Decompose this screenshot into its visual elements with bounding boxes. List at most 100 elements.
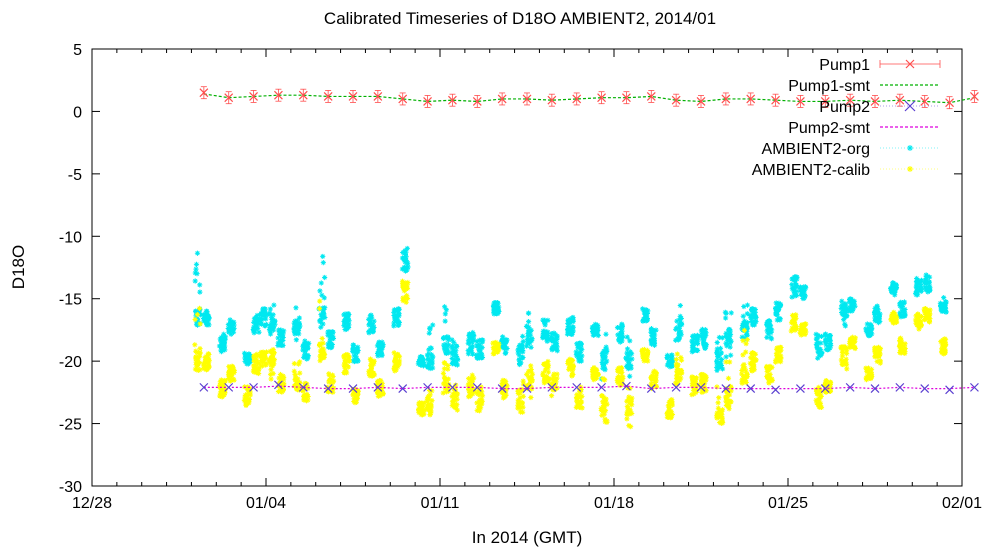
pump2-point [572,382,582,392]
ambient2-org-point [913,292,919,298]
ambient2-org-point [443,350,449,357]
ambient2-calib-point [467,393,473,399]
ambient2-calib-point [478,397,484,403]
ambient2-org-point [619,338,625,344]
ambient2-org-point [476,346,482,352]
pump2-point [522,384,532,394]
ambient2-org-point [653,327,659,333]
ambient2-calib-point [230,364,236,371]
ambient2-org-point [415,361,421,367]
ambient2-calib-point [202,355,208,361]
ambient2-calib-point [205,351,211,357]
ambient2-calib-point [628,398,634,404]
ambient2-org-point [219,336,225,342]
ambient2-calib-point [915,311,921,317]
ambient2-calib-point [752,358,759,364]
ambient2-calib-point [719,407,726,413]
ambient2-calib-point [227,378,233,384]
ambient2-org-point [698,333,704,339]
ambient2-calib-point [816,396,822,403]
ambient2-calib-point [268,367,274,373]
x-tick-label: 01/25 [768,495,808,512]
ambient2-calib-point [496,341,502,347]
ambient2-calib-point [843,356,849,362]
ambient2-org-point [576,358,582,364]
ambient2-calib-point [393,367,399,373]
ambient2-calib-point [868,370,874,376]
ambient2-calib-point [628,424,634,430]
plot-area-frame [91,48,963,487]
ambient2-org-point [839,298,845,304]
ambient2-org-point [376,347,382,353]
ambient2-org-point [296,320,302,326]
pump1-point [398,94,408,104]
ambient2-calib-point [816,389,822,396]
ambient2-calib-point [698,380,704,386]
ambient2-org-point [500,334,506,340]
ambient2-org-point [251,330,257,336]
ambient2-org-point [275,342,281,349]
ambient2-org-point [218,334,225,341]
ambient2-calib-point [874,354,880,360]
ambient2-calib-point [843,362,850,368]
ambient2-calib-point [839,344,845,351]
ambient2-calib-point [545,358,551,365]
ambient2-org-point [640,318,646,324]
ambient2-calib-point [402,280,408,286]
ambient2-calib-point [826,385,832,391]
ambient2-calib-point [292,377,298,383]
ambient2-calib-point [616,378,622,384]
ambient2-org-point [276,327,282,333]
ambient2-org-point [839,309,845,316]
ambient2-org-point [573,352,580,358]
ambient2-org-point [822,331,829,337]
ambient2-calib-point [524,371,530,377]
ambient2-calib-point [764,373,770,379]
ambient2-calib-point [653,378,659,384]
ambient2-org-point [815,334,821,340]
ambient2-org-point [302,345,308,351]
ambient2-org-point [351,357,358,363]
ambient2-calib-point [897,339,903,345]
ambient2-calib-point [529,376,535,383]
pump2-point [970,382,979,392]
ambient2-calib-point [351,391,357,397]
ambient2-calib-point [195,363,201,369]
ambient2-calib-point [421,410,427,416]
legend-label: AMBIENT2-org [762,141,870,158]
ambient2-org-point [594,322,601,328]
ambient2-org-point [524,336,530,343]
pump2-point [423,382,432,392]
y-axis-ticks: 5 0 -5 -10 -15 -20 -25 -30 [59,42,962,496]
ambient2-org-point [642,311,648,318]
ambient2-org-point [470,329,476,336]
ambient2-org-point [818,340,824,346]
ambient2-calib-point [600,408,606,415]
ambient2-calib-point [915,317,922,323]
ambient2-calib-point [925,312,932,318]
ambient2-org-point [714,358,720,364]
ambient2-calib-point [267,359,274,366]
ambient2-calib-point [569,373,575,379]
pump2-point [870,384,880,394]
x-tick-label: 01/11 [421,495,460,512]
ambient2-org-point [942,299,949,305]
ambient2-calib-point [576,404,582,411]
pump1-point [696,97,706,106]
ambient2-calib-point [778,356,784,362]
ambient2-calib-point [194,356,200,362]
pump2-point [646,384,656,394]
ambient2-org-point [690,348,696,354]
ambient2-org-point [402,268,409,274]
ambient2-calib-point [520,404,526,410]
ambient2-calib-point [396,361,402,367]
ambient2-calib-point [865,365,872,371]
ambient2-calib-point [744,371,750,377]
ambient2-org-point [271,302,277,308]
ambient2-org-point [716,364,722,371]
ambient2-calib-point [345,352,351,358]
ambient2-calib-point [251,363,257,369]
ambient2-calib-point [479,393,486,399]
ambient2-calib-point [923,314,930,320]
ambient2-org-point [400,249,406,256]
